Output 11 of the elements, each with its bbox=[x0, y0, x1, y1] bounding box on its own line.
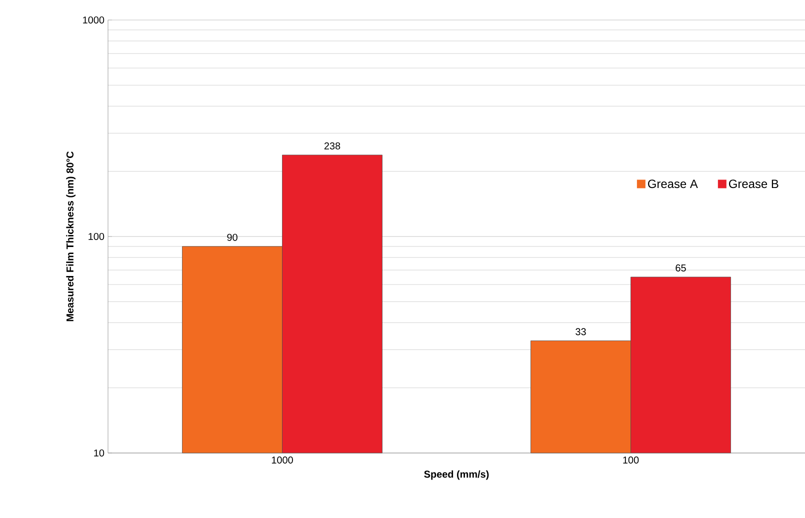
y-tick-label: 100 bbox=[88, 232, 104, 240]
data-label: 90 bbox=[227, 234, 238, 241]
data-label: 238 bbox=[324, 142, 340, 150]
y-tick-label: 10 bbox=[94, 449, 104, 457]
data-label: 33 bbox=[576, 328, 586, 336]
legend-label: Grease B bbox=[729, 180, 778, 188]
y-tick-label: 1000 bbox=[83, 16, 104, 24]
data-label: 65 bbox=[676, 264, 686, 272]
y-axis-title: Measured Film Thickness (nm) 80°C bbox=[66, 151, 76, 322]
x-axis-title: Speed (mm/s) bbox=[424, 470, 489, 480]
legend-label: Grease A bbox=[648, 180, 698, 188]
